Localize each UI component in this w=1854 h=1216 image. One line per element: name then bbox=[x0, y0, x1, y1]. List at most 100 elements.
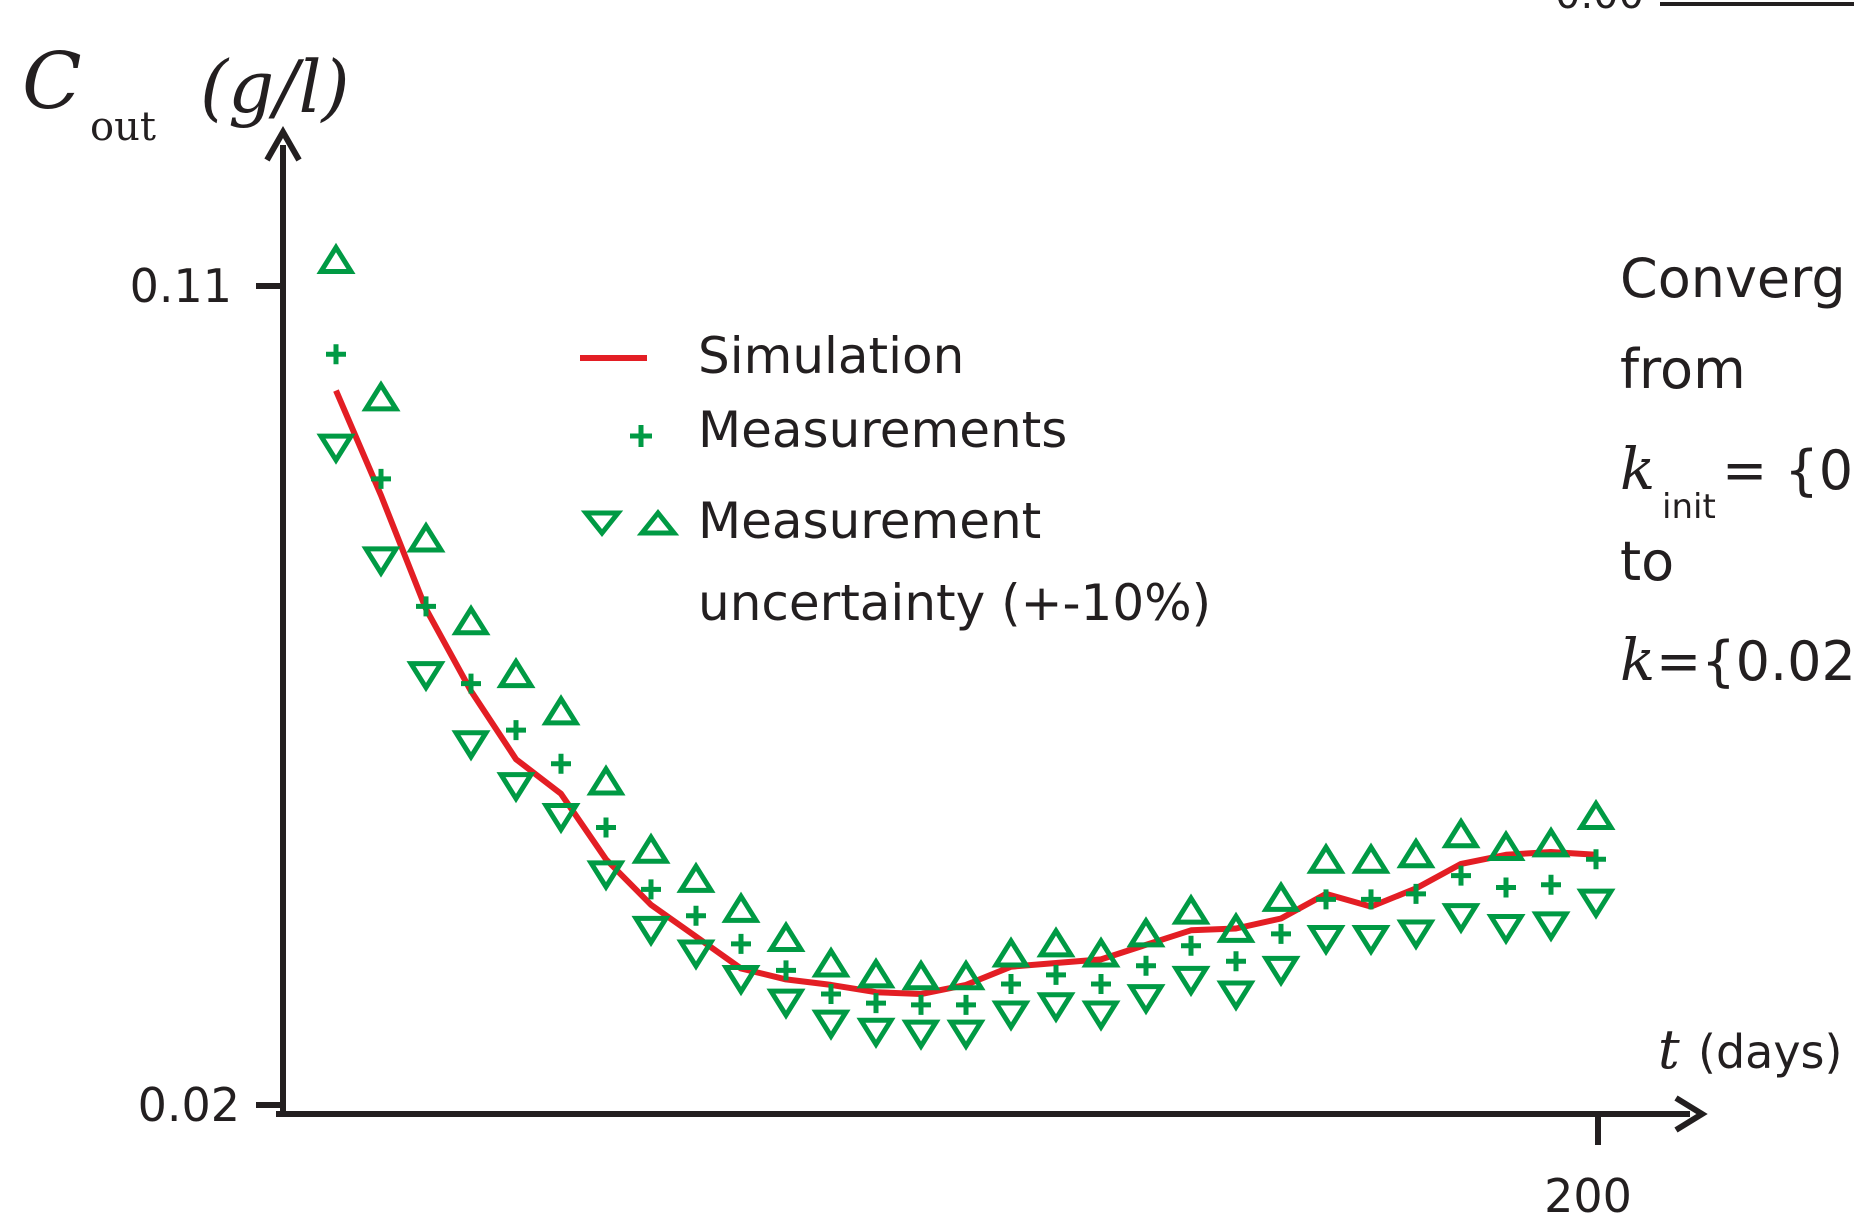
measurement-point-18 bbox=[1136, 955, 1156, 976]
uncertainty-upper-20 bbox=[1216, 911, 1256, 943]
legend-uncertainty-label-line2: uncertainty (+-10%) bbox=[698, 574, 1211, 632]
uncertainty-upper-16 bbox=[1036, 926, 1076, 958]
measurement-point-19 bbox=[1181, 935, 1201, 956]
uncertainty-upper-13 bbox=[901, 958, 941, 991]
uncertainty-lower-22 bbox=[1306, 924, 1346, 957]
y-tick-label-0-02: 0.02 bbox=[138, 1078, 240, 1132]
x-axis-label-symbol: t bbox=[1658, 1018, 1680, 1081]
x-axis-label-unit: (days) bbox=[1698, 1025, 1842, 1079]
uncertainty-upper-27 bbox=[1531, 826, 1571, 858]
annotation-line5-rest: ={0.02 bbox=[1656, 630, 1854, 693]
uncertainty-upper-23 bbox=[1351, 842, 1391, 874]
measurement-point-14 bbox=[956, 994, 976, 1015]
uncertainty-upper-25 bbox=[1441, 817, 1481, 849]
y-axis-label: C out (g/l) bbox=[22, 37, 350, 150]
uncertainty-upper-15 bbox=[991, 936, 1031, 968]
measurement-point-15 bbox=[1001, 973, 1021, 994]
uncertainty-upper-7 bbox=[631, 832, 671, 864]
uncertainty-lower-6 bbox=[586, 860, 626, 892]
simulation-line bbox=[333, 389, 1597, 997]
uncertainty-upper-18 bbox=[1126, 916, 1166, 948]
measurement-point-12 bbox=[866, 993, 886, 1014]
measurement-point-7 bbox=[641, 879, 661, 900]
uncertainty-lower-19 bbox=[1171, 965, 1211, 998]
measurement-point-16 bbox=[1046, 964, 1066, 985]
uncertainty-lower-13 bbox=[901, 1019, 941, 1051]
annotation-line2: from bbox=[1620, 338, 1746, 401]
uncertainty-upper-9 bbox=[721, 891, 761, 923]
uncertainty-upper-19 bbox=[1171, 893, 1211, 925]
x-axis-arrow bbox=[1674, 1095, 1708, 1133]
legend-uncertainty-swatch bbox=[580, 508, 680, 538]
measurement-point-17 bbox=[1091, 973, 1111, 994]
uncertainty-upper-12 bbox=[856, 957, 896, 989]
legend-measurements-label: Measurements bbox=[698, 401, 1067, 459]
uncertainty-lower-10 bbox=[766, 988, 806, 1020]
uncertainty-upper-24 bbox=[1396, 837, 1436, 869]
measurement-point-8 bbox=[686, 905, 706, 926]
measurement-point-28 bbox=[1586, 849, 1606, 870]
y-tick-label-0-11: 0.11 bbox=[130, 259, 232, 313]
y-axis-label-unit: (g/l) bbox=[200, 45, 350, 129]
measurement-point-5 bbox=[551, 753, 571, 774]
uncertainty-lower-2 bbox=[406, 661, 446, 693]
uncertainty-upper-21 bbox=[1261, 880, 1301, 912]
uncertainty-upper-17 bbox=[1081, 936, 1121, 968]
uncertainty-upper-4 bbox=[496, 656, 536, 689]
uncertainty-lower-5 bbox=[541, 803, 581, 835]
annotation-line4: to bbox=[1620, 530, 1674, 593]
measurement-point-1 bbox=[371, 468, 391, 489]
measurement-point-0 bbox=[326, 344, 346, 365]
measurement-point-21 bbox=[1271, 923, 1291, 944]
uncertainty-lower-3 bbox=[451, 730, 491, 762]
legend-simulation-label: Simulation bbox=[698, 327, 964, 385]
measurement-point-10 bbox=[776, 960, 796, 981]
measurement-point-2 bbox=[416, 596, 436, 617]
measurement-point-13 bbox=[911, 994, 931, 1015]
axes bbox=[256, 125, 1708, 1145]
measurement-point-6 bbox=[596, 817, 616, 838]
measurement-point-4 bbox=[506, 720, 526, 741]
uncertainty-lower-9 bbox=[721, 965, 761, 997]
legend-measurements-swatch bbox=[630, 425, 652, 447]
uncertainty-lower-21 bbox=[1261, 955, 1301, 988]
measurement-point-24 bbox=[1406, 883, 1426, 904]
uncertainty-lower-8 bbox=[676, 939, 716, 971]
measurement-point-26 bbox=[1496, 877, 1516, 898]
measurement-point-23 bbox=[1361, 889, 1381, 910]
measurement-point-27 bbox=[1541, 874, 1561, 895]
annotation-line3-subscript: init bbox=[1662, 487, 1716, 527]
uncertainty-lower-16 bbox=[1036, 992, 1076, 1024]
measurement-point-9 bbox=[731, 933, 751, 954]
measurement-point-20 bbox=[1226, 951, 1246, 972]
annotation-line1: Converg bbox=[1620, 247, 1846, 310]
uncertainty-lower-4 bbox=[496, 772, 536, 804]
x-axis-label: t (days) bbox=[1658, 1018, 1842, 1081]
uncertainty-lower-18 bbox=[1126, 984, 1166, 1016]
uncertainty-lower-7 bbox=[631, 915, 671, 948]
uncertainty-lower-23 bbox=[1351, 924, 1391, 957]
convergence-annotation: Converg from k init = {0 to k ={0.02 bbox=[1620, 247, 1854, 694]
uncertainty-upper-5 bbox=[541, 694, 581, 726]
plot-area bbox=[316, 242, 1616, 1051]
partial-top-tick-label: 0.00 bbox=[1555, 0, 1644, 18]
annotation-line3-symbol: k bbox=[1620, 435, 1655, 503]
uncertainty-upper-0 bbox=[316, 242, 356, 275]
uncertainty-lower-26 bbox=[1486, 914, 1526, 946]
legend: Simulation Measurements Measurement unce… bbox=[580, 327, 1211, 632]
annotation-line3-rest: = {0 bbox=[1722, 439, 1853, 502]
annotation-line5-symbol: k bbox=[1620, 626, 1655, 694]
uncertainty-lower-17 bbox=[1081, 1000, 1121, 1032]
uncertainty-upper-2 bbox=[406, 521, 446, 553]
measurement-point-11 bbox=[821, 983, 841, 1004]
uncertainty-lower-0 bbox=[316, 433, 356, 465]
uncertainty-lower-24 bbox=[1396, 919, 1436, 951]
y-axis-arrow bbox=[264, 125, 302, 162]
y-axis-label-subscript: out bbox=[90, 104, 156, 150]
uncertainty-lower-28 bbox=[1576, 888, 1616, 920]
uncertainty-lower-25 bbox=[1441, 903, 1481, 935]
measurement-point-22 bbox=[1316, 889, 1336, 910]
uncertainty-lower-27 bbox=[1531, 911, 1571, 943]
uncertainty-upper-6 bbox=[586, 764, 626, 796]
